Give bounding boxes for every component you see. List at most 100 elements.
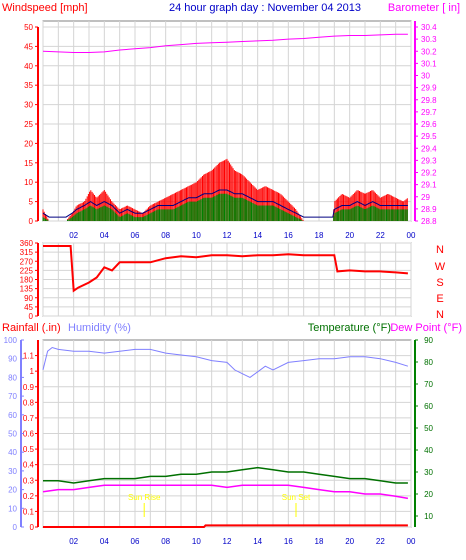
barometer-tick-label: 29.5 [421, 132, 437, 141]
humidity-tick-label: 40 [8, 448, 17, 457]
rain-tick-label: 0.1 [23, 507, 35, 516]
lower-x-tick-label: 10 [192, 537, 201, 546]
wind-dir-letter-n-bottom: N [436, 309, 444, 321]
temperature-tick-label: 60 [424, 402, 433, 411]
rain-tick-label: 0.5 [23, 445, 35, 454]
rain-tick-label: 0 [30, 523, 35, 532]
rain-tick-label: 0.4 [23, 461, 35, 470]
plot-frames [20, 20, 416, 528]
wind-x-tick-label: 22 [376, 231, 385, 240]
humidity-tick-label: 0 [13, 523, 18, 532]
rain-tick-label: 0.3 [23, 476, 35, 485]
barometer-tick-label: 29.4 [421, 144, 437, 153]
wind-x-tick-label: 06 [131, 231, 140, 240]
temperature-tick-label: 90 [424, 336, 433, 345]
humidity-tick-label: 80 [8, 373, 17, 382]
lower-x-tick-label: 08 [161, 537, 170, 546]
wind-tick-label: 45 [24, 42, 33, 51]
chart-title: 24 hour graph day : November 04 2013 [169, 2, 361, 14]
rain-tick-label: 0.7 [23, 414, 35, 423]
wind-tick-label: 15 [24, 159, 33, 168]
wind-x-tick-label: 00 [407, 231, 416, 240]
barometer-tick-label: 29.8 [421, 96, 437, 105]
barometer-tick-label: 30.3 [421, 35, 437, 44]
barometer-tick-label: 29.2 [421, 169, 437, 178]
wind-tick-label: 30 [24, 101, 33, 110]
wind-tick-label: 5 [29, 198, 34, 207]
barometer-tick-label: 28.9 [421, 205, 437, 214]
humidity-tick-label: 70 [8, 392, 17, 401]
wind-x-tick-label: 14 [253, 231, 262, 240]
lower-x-tick-label: 00 [407, 537, 416, 546]
rain-tick-label: 1.1 [23, 352, 35, 361]
direction-tick-label: 270 [20, 257, 34, 266]
wind-tick-label: 20 [24, 139, 33, 148]
wind-dir-letter-w: W [435, 261, 446, 273]
wind-avg-bars [42, 193, 408, 221]
temperature-tick-label: 10 [424, 512, 433, 521]
wind-tick-label: 10 [24, 178, 33, 187]
wind-tick-label: 50 [24, 23, 33, 32]
dewpoint-line [42, 484, 409, 500]
humidity-tick-label: 50 [8, 430, 17, 439]
humidity-tick-label: 100 [4, 336, 18, 345]
temperature-tick-label: 70 [424, 380, 433, 389]
wind-dir-letter-s: S [436, 277, 443, 289]
barometer-tick-label: 29.9 [421, 84, 437, 93]
lower-x-tick-label: 18 [315, 537, 324, 546]
wind-tick-label: 0 [29, 217, 34, 226]
wind-x-tick-label: 04 [100, 231, 109, 240]
temperature-tick-label: 30 [424, 468, 433, 477]
barometer-tick-label: 30.4 [421, 23, 437, 32]
humidity-line [42, 346, 409, 378]
barometer-tick-label: 29 [421, 193, 430, 202]
rainfall-line [43, 524, 408, 528]
barometer-tick-label: 28.8 [421, 217, 437, 226]
lower-x-tick-label: 20 [345, 537, 354, 546]
barometer-axis-title: Barometer [ in] [388, 2, 460, 14]
wind-dir-letter-e: E [436, 293, 443, 305]
lower-x-tick-label: 12 [223, 537, 232, 546]
wind-x-tick-label: 18 [315, 231, 324, 240]
sun-set-label: Sun Set [282, 493, 311, 502]
tick-labels: 0510152025303540455028.828.92929.129.229… [4, 23, 437, 546]
data-series [42, 33, 409, 528]
wind-x-tick-label: 20 [345, 231, 354, 240]
windspeed-axis-title: Windspeed [mph] [2, 2, 88, 14]
barometer-tick-label: 29.7 [421, 108, 437, 117]
humidity-tick-label: 60 [8, 411, 17, 420]
wind-tick-label: 35 [24, 81, 33, 90]
temperature-line [43, 466, 408, 484]
direction-tick-label: 315 [20, 248, 34, 257]
humidity-tick-label: 20 [8, 486, 17, 495]
lower-x-tick-label: 22 [376, 537, 385, 546]
wind-x-tick-label: 08 [161, 231, 170, 240]
wind-x-tick-label: 12 [223, 231, 232, 240]
lower-x-tick-label: 02 [69, 537, 78, 546]
barometer-tick-label: 29.3 [421, 156, 437, 165]
temperature-tick-label: 50 [424, 424, 433, 433]
temperature-tick-label: 20 [424, 490, 433, 499]
lower-x-tick-label: 16 [284, 537, 293, 546]
rainfall-axis-title: Rainfall (.in) [2, 322, 61, 334]
wind-x-tick-label: 16 [284, 231, 293, 240]
humidity-tick-label: 30 [8, 467, 17, 476]
wind-dir-letter-n-top: N [436, 244, 444, 256]
lower-x-tick-label: 04 [100, 537, 109, 546]
direction-tick-label: 225 [20, 266, 34, 275]
direction-tick-label: 180 [20, 276, 34, 285]
humidity-tick-label: 10 [8, 504, 17, 513]
temperature-tick-label: 40 [424, 446, 433, 455]
barometer-tick-label: 30 [421, 72, 430, 81]
direction-tick-label: 135 [20, 285, 34, 294]
rain-tick-label: 0.6 [23, 430, 35, 439]
direction-tick-label: 0 [29, 312, 34, 321]
wind-tick-label: 40 [24, 62, 33, 71]
barometer-tick-label: 30.2 [421, 47, 437, 56]
direction-tick-label: 360 [20, 239, 34, 248]
lower-x-tick-label: 06 [131, 537, 140, 546]
direction-tick-label: 90 [24, 294, 33, 303]
wind-x-tick-label: 10 [192, 231, 201, 240]
wind-tick-label: 25 [24, 120, 33, 129]
